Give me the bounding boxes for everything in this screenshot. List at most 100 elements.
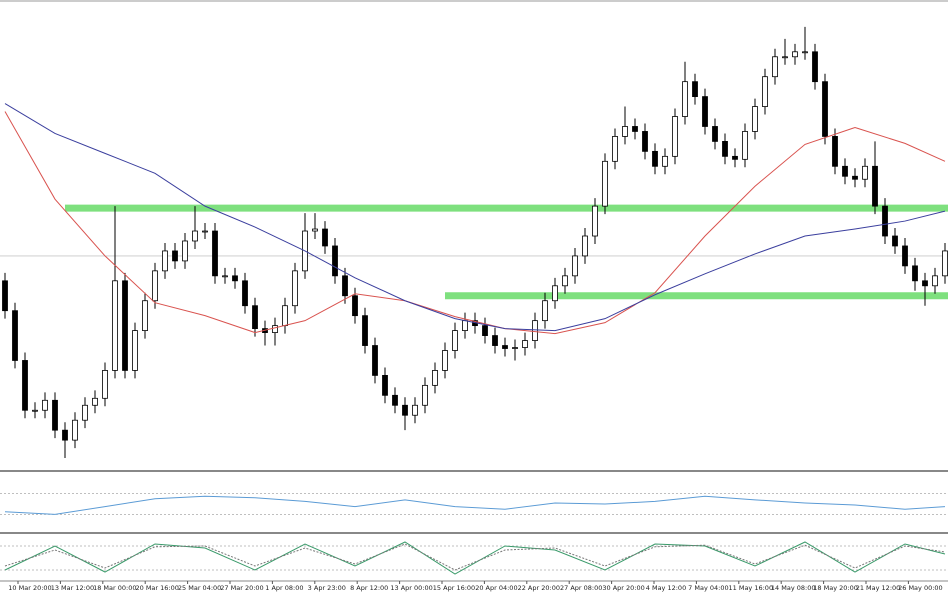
candle-body: [602, 160, 608, 207]
candle-body: [882, 205, 888, 237]
candle-body: [82, 404, 88, 421]
candle-body: [142, 300, 148, 331]
candle-body: [922, 280, 928, 287]
candle-body: [792, 51, 798, 58]
candle-body: [222, 275, 228, 278]
candle-body: [632, 126, 638, 132]
candle-body: [642, 131, 648, 152]
x-tick-label: 21 May 12:00: [856, 584, 901, 592]
x-tick-label: 8 Apr 12:00: [350, 584, 388, 592]
moving-average: [4, 111, 946, 335]
candle-body: [352, 295, 358, 317]
indicator-line: [4, 495, 946, 515]
candle-body: [912, 265, 918, 282]
candle-body: [332, 245, 338, 277]
x-tick-label: 30 Apr 20:00: [602, 584, 644, 592]
candle-body: [202, 230, 208, 233]
candle-body: [42, 399, 48, 411]
candle-body: [192, 230, 198, 242]
candle-body: [462, 320, 468, 331]
candle-body: [112, 280, 118, 371]
candle-body: [832, 136, 838, 167]
x-tick-label: 25 Mar 04:00: [178, 584, 221, 592]
indicator-line: [4, 541, 946, 575]
x-tick-label: 4 May 12:00: [646, 584, 686, 592]
x-tick-label: 3 Apr 23:00: [308, 584, 346, 592]
x-tick-label: 15 Apr 16:00: [433, 584, 475, 592]
candle-body: [242, 280, 248, 307]
x-tick-label: 22 Apr 20:00: [518, 584, 560, 592]
candle-body: [492, 335, 498, 346]
candle-body: [172, 250, 178, 262]
candle-body: [752, 106, 758, 132]
candle-body: [342, 275, 348, 297]
candle-body: [12, 310, 18, 361]
x-tick-label: 27 Mar 20:00: [220, 584, 263, 592]
candle-body: [662, 155, 668, 167]
candle-body: [852, 175, 858, 180]
x-tick-label: 7 May 04:00: [688, 584, 728, 592]
candle-body: [382, 375, 388, 396]
candle-body: [422, 384, 428, 406]
x-tick-label: 11 May 16:00: [729, 584, 774, 592]
candle-body: [562, 275, 568, 287]
candle-body: [702, 96, 708, 127]
candle-body: [622, 126, 628, 137]
candle-body: [872, 165, 878, 207]
candle-body: [582, 235, 588, 257]
candle-body: [292, 270, 298, 307]
candle-body: [102, 370, 108, 399]
candle-body: [682, 81, 688, 117]
candle-body: [232, 275, 238, 282]
candle-body: [212, 230, 218, 277]
candle-body: [362, 315, 368, 346]
candle-body: [402, 404, 408, 416]
candle-body: [62, 429, 68, 441]
candle-body: [652, 150, 658, 167]
candle-body: [442, 350, 448, 371]
x-tick-label: 20 Apr 04:00: [475, 584, 517, 592]
candle-body: [772, 56, 778, 78]
candle-body: [892, 235, 898, 247]
candle-body: [552, 285, 558, 302]
candle-body: [612, 136, 618, 162]
candle-body: [732, 155, 738, 160]
candle-body: [782, 56, 788, 59]
moving-average: [4, 103, 946, 332]
candle-body: [572, 255, 578, 277]
candle-body: [52, 399, 58, 431]
x-tick-label: 26 May 00:00: [898, 584, 943, 592]
x-tick-label: 1 Apr 08:00: [265, 584, 303, 592]
candle-body: [92, 397, 98, 406]
candle-body: [2, 280, 8, 312]
candle-body: [862, 165, 868, 180]
x-tick-label: 14 May 08:00: [771, 584, 816, 592]
candle-body: [132, 330, 138, 371]
x-tick-label: 18 May 20:00: [813, 584, 858, 592]
x-tick-label: 20 Mar 16:00: [135, 584, 178, 592]
candle-body: [692, 81, 698, 98]
candle-body: [542, 300, 548, 322]
candle-body: [252, 305, 258, 330]
x-tick-label: 27 Apr 08:00: [560, 584, 602, 592]
candle-body: [762, 76, 768, 107]
x-tick-label: 18 Mar 00:00: [93, 584, 136, 592]
candle-body: [152, 270, 158, 302]
candle-body: [812, 51, 818, 83]
candle-body: [372, 345, 378, 376]
x-tick-label: 13 Apr 00:00: [390, 584, 432, 592]
candle-body: [532, 320, 538, 341]
candle-body: [742, 131, 748, 160]
candle-body: [182, 240, 188, 262]
candle-body: [512, 347, 518, 349]
candle-body: [802, 51, 808, 54]
x-tick-label: 13 Mar 12:00: [51, 584, 94, 592]
candle-body: [842, 165, 848, 177]
candle-body: [32, 409, 38, 412]
candle-body: [482, 325, 488, 336]
candle-body: [22, 360, 28, 411]
candle-body: [162, 250, 168, 272]
candle-body: [522, 340, 528, 348]
candle-body: [722, 141, 728, 157]
